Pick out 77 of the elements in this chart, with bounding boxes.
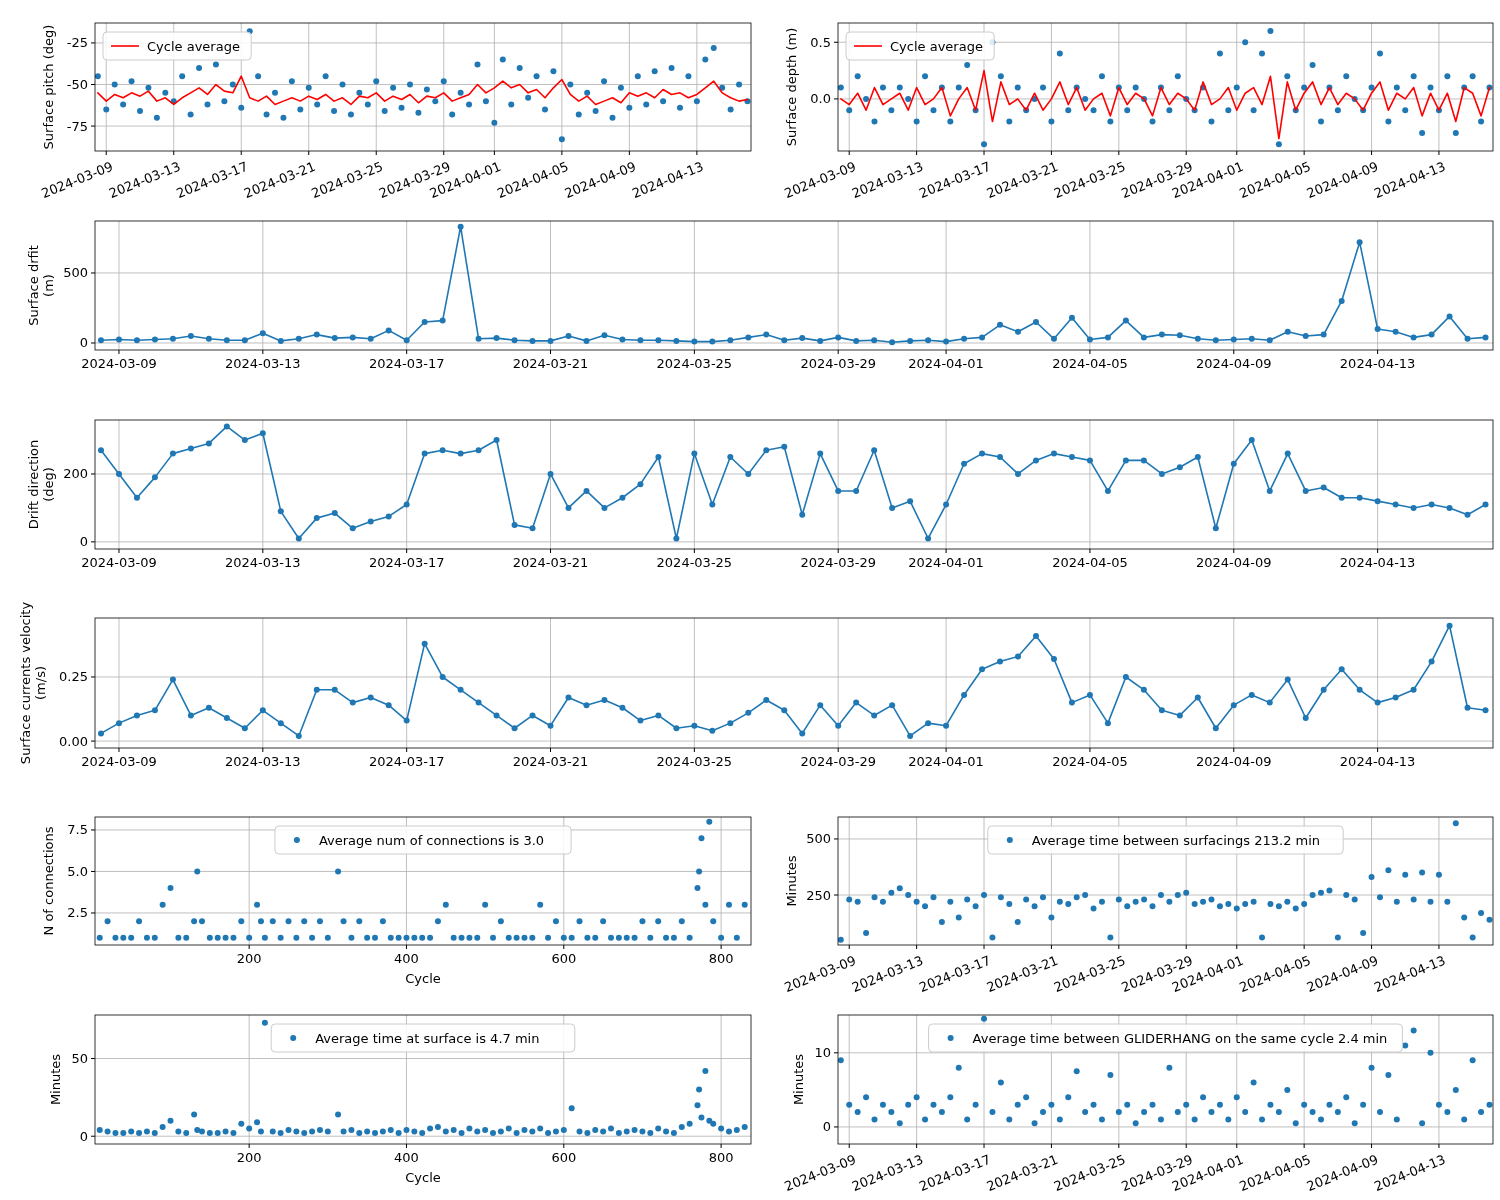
x-tick-label: 2024-04-01 xyxy=(908,356,984,371)
x-tick-label: 2024-03-17 xyxy=(368,754,445,769)
y-tick-label: 0.00 xyxy=(59,733,88,749)
x-tick-label: 2024-03-29 xyxy=(800,754,876,769)
y-tick-label: 5.0 xyxy=(67,863,88,879)
x-tick-label: 2024-03-25 xyxy=(656,356,733,371)
x-tick-label: 2024-03-09 xyxy=(81,555,157,570)
x-tick-label: 2024-03-13 xyxy=(225,555,301,570)
y-axis-title: Minutes xyxy=(791,1053,806,1106)
x-tick-label: 800 xyxy=(708,1150,734,1165)
legend-label: Cycle average xyxy=(147,38,240,54)
legend-label: Average num of connections is 3.0 xyxy=(318,832,545,848)
y-axis-title: Surface depth (m) xyxy=(783,27,799,147)
y-tick-label: 500 xyxy=(806,831,831,847)
y-tick-label: -50 xyxy=(66,77,88,93)
x-axis-title: Cycle xyxy=(405,1170,441,1185)
x-tick-label: 2024-04-05 xyxy=(1052,754,1128,769)
x-tick-label: 2024-04-13 xyxy=(1339,356,1416,371)
x-tick-label: 2024-03-13 xyxy=(225,754,301,769)
y-tick-label: -25 xyxy=(66,35,88,51)
legend-label: Average time between GLIDERHANG on the same cycle 2.4 min xyxy=(972,1030,1388,1046)
x-tick-label: 200 xyxy=(236,1150,262,1165)
x-tick-label: 2024-03-25 xyxy=(656,754,733,769)
y-axis-title: Surface pitch (deg) xyxy=(40,24,56,150)
y-axis-title: Minutes xyxy=(48,1053,63,1106)
y-axis-title: Drift direction (deg) xyxy=(25,439,56,530)
legend-label: Average time at surface is 4.7 min xyxy=(315,1030,540,1046)
x-tick-label: 2024-03-29 xyxy=(800,555,876,570)
x-tick-label: 2024-04-01 xyxy=(908,555,984,570)
y-tick-label: 7.5 xyxy=(67,822,88,838)
y-tick-label: 0.0 xyxy=(810,91,831,107)
x-tick-label: 600 xyxy=(551,1150,577,1165)
y-axis-title: N of connections xyxy=(40,826,56,936)
y-tick-label: 10 xyxy=(814,1045,831,1061)
x-axis-title: Cycle xyxy=(405,971,441,986)
y-tick-label: 0.25 xyxy=(59,669,88,685)
x-tick-label: 400 xyxy=(394,951,419,966)
x-tick-label: 2024-04-09 xyxy=(1196,555,1272,570)
legend-label: Average time between surfacings 213.2 min xyxy=(1031,832,1321,848)
x-tick-label: 400 xyxy=(394,1150,419,1165)
x-tick-label: 2024-03-21 xyxy=(512,754,589,769)
y-axis-title: Surface currents velocity (m/s) xyxy=(18,601,48,765)
x-tick-label: 2024-03-09 xyxy=(81,356,157,371)
y-axis-title: Minutes xyxy=(783,855,799,907)
x-tick-label: 2024-04-01 xyxy=(908,754,984,769)
y-tick-label: 0.5 xyxy=(810,34,831,50)
x-tick-label: 200 xyxy=(236,951,262,966)
x-tick-label: 2024-04-09 xyxy=(1196,356,1272,371)
y-tick-label: -75 xyxy=(66,118,88,134)
line-series xyxy=(840,69,1491,140)
y-axis-title: Surface drfit (m) xyxy=(25,245,56,326)
x-tick-label: 2024-04-13 xyxy=(1339,754,1416,769)
y-tick-label: 250 xyxy=(806,887,831,903)
x-tick-label: 2024-03-21 xyxy=(512,555,589,570)
x-tick-label: 2024-04-13 xyxy=(1339,555,1416,570)
x-tick-label: 800 xyxy=(708,951,734,966)
x-tick-label: 2024-04-05 xyxy=(1052,356,1128,371)
x-tick-label: 2024-03-17 xyxy=(368,555,445,570)
x-tick-label: 2024-03-21 xyxy=(512,356,589,371)
y-tick-label: 500 xyxy=(63,265,88,281)
x-tick-label: 2024-03-25 xyxy=(656,555,733,570)
x-tick-label: 2024-04-09 xyxy=(1196,754,1272,769)
y-tick-label: 200 xyxy=(63,466,88,482)
line-series xyxy=(97,75,749,106)
y-tick-label: 0 xyxy=(79,534,88,550)
x-tick-label: 2024-04-05 xyxy=(1052,555,1128,570)
x-tick-label: 2024-03-09 xyxy=(81,754,157,769)
x-tick-label: 2024-03-13 xyxy=(225,356,301,371)
y-tick-label: 0 xyxy=(822,1119,831,1135)
y-tick-label: 0 xyxy=(79,335,88,351)
x-tick-label: 600 xyxy=(551,951,577,966)
y-tick-label: 2.5 xyxy=(67,905,88,921)
x-tick-label: 2024-03-29 xyxy=(800,356,876,371)
x-tick-label: 2024-03-17 xyxy=(368,356,445,371)
y-tick-label: 0 xyxy=(79,1128,88,1144)
legend-label: Cycle average xyxy=(890,38,983,54)
y-tick-label: 50 xyxy=(71,1051,88,1067)
